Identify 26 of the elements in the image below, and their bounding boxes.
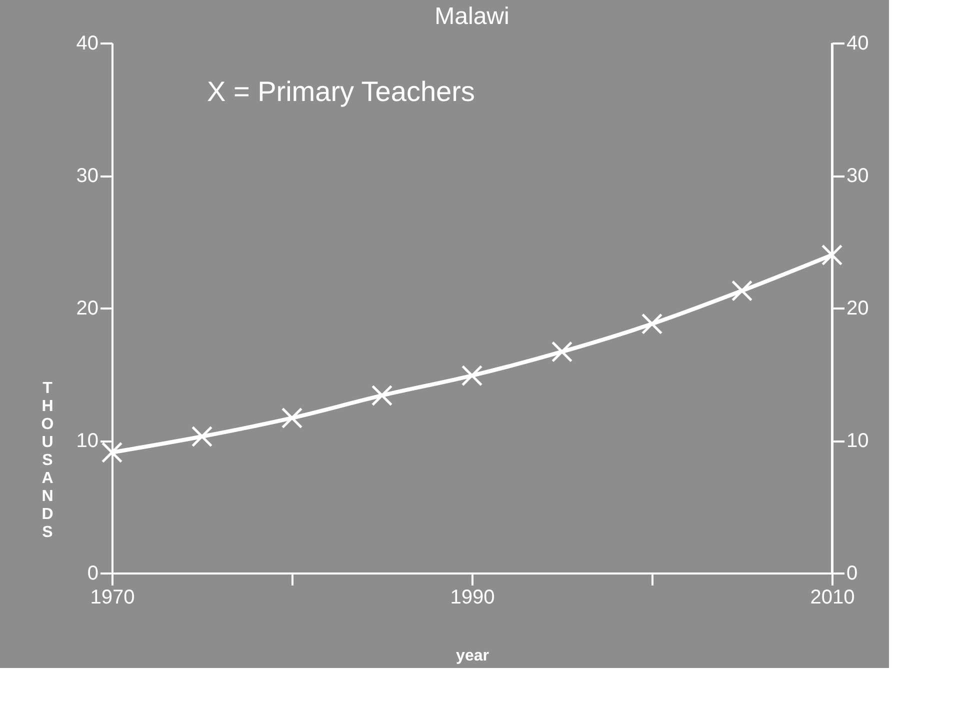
x-axis-title: year	[456, 648, 489, 664]
text: THOUSANDS	[41, 380, 54, 541]
y2-tick-label: 30	[846, 165, 869, 187]
y2-tick-label: 40	[846, 32, 869, 54]
y-tick-label: 40	[76, 32, 98, 54]
y2-tick-label: 20	[846, 298, 869, 320]
point	[101, 442, 123, 464]
y-tick-label: 20	[76, 298, 98, 320]
point	[371, 384, 393, 406]
y-tick-label: 10	[76, 430, 98, 452]
annotation: X = Primary Teachers	[207, 76, 475, 107]
y2-tick-label: 10	[846, 430, 869, 452]
y-tick-label: 0	[87, 562, 98, 584]
chart-title: Malawi	[434, 3, 510, 30]
point	[281, 407, 303, 429]
point	[461, 364, 483, 386]
x-tick-label: 2010	[810, 586, 855, 608]
point	[821, 244, 843, 266]
x-tick-label: 1990	[450, 586, 495, 608]
point	[551, 341, 573, 362]
x-tick-label: 1970	[90, 586, 135, 608]
y2-tick-label: 0	[846, 562, 858, 584]
point	[731, 280, 753, 302]
point	[641, 313, 663, 335]
y-tick-label: 30	[76, 165, 98, 187]
point	[191, 426, 213, 448]
